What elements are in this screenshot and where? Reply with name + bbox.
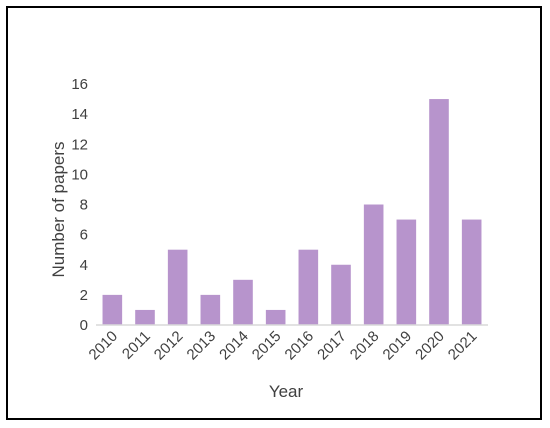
x-tick-label: 2015 [249,328,285,364]
bar [167,249,188,325]
bar [396,219,417,325]
y-axis-title: Number of papers [49,141,68,277]
x-tick-label: 2021 [445,328,481,364]
x-tick-label: 2016 [282,328,318,364]
x-tick-label: 2012 [151,328,187,364]
y-tick-label: 0 [80,317,88,334]
y-tick-label: 10 [71,166,88,183]
bar [135,309,155,325]
x-axis-title: Year [269,382,304,401]
x-tick-label: 2020 [412,328,448,364]
bar [461,219,482,325]
bar [200,294,221,325]
bar [429,99,449,325]
bar [265,309,286,325]
bar [102,294,123,325]
x-tick-label: 2018 [347,328,383,364]
x-tick-label: 2013 [184,328,220,364]
x-tick-label: 2014 [216,328,252,364]
bar [331,264,351,325]
y-tick-label: 4 [80,257,88,274]
y-tick-label: 16 [71,76,88,93]
bar [298,249,319,325]
bars [102,99,482,325]
bar [233,279,253,325]
chart-frame [6,6,542,420]
x-axis-ticks: 2010201120122013201420152016201720182019… [86,328,481,364]
x-tick-label: 2017 [314,328,350,364]
y-tick-label: 8 [80,197,88,214]
x-tick-label: 2010 [86,328,122,364]
y-tick-label: 12 [71,136,88,153]
y-tick-label: 2 [80,287,88,304]
y-tick-label: 6 [80,227,88,244]
bar [363,204,384,325]
y-tick-label: 14 [71,106,88,123]
x-tick-label: 2019 [380,328,416,364]
x-tick-label: 2011 [119,328,154,363]
y-axis-ticks: 0 2 4 6 8 10 12 14 16 [71,76,88,334]
